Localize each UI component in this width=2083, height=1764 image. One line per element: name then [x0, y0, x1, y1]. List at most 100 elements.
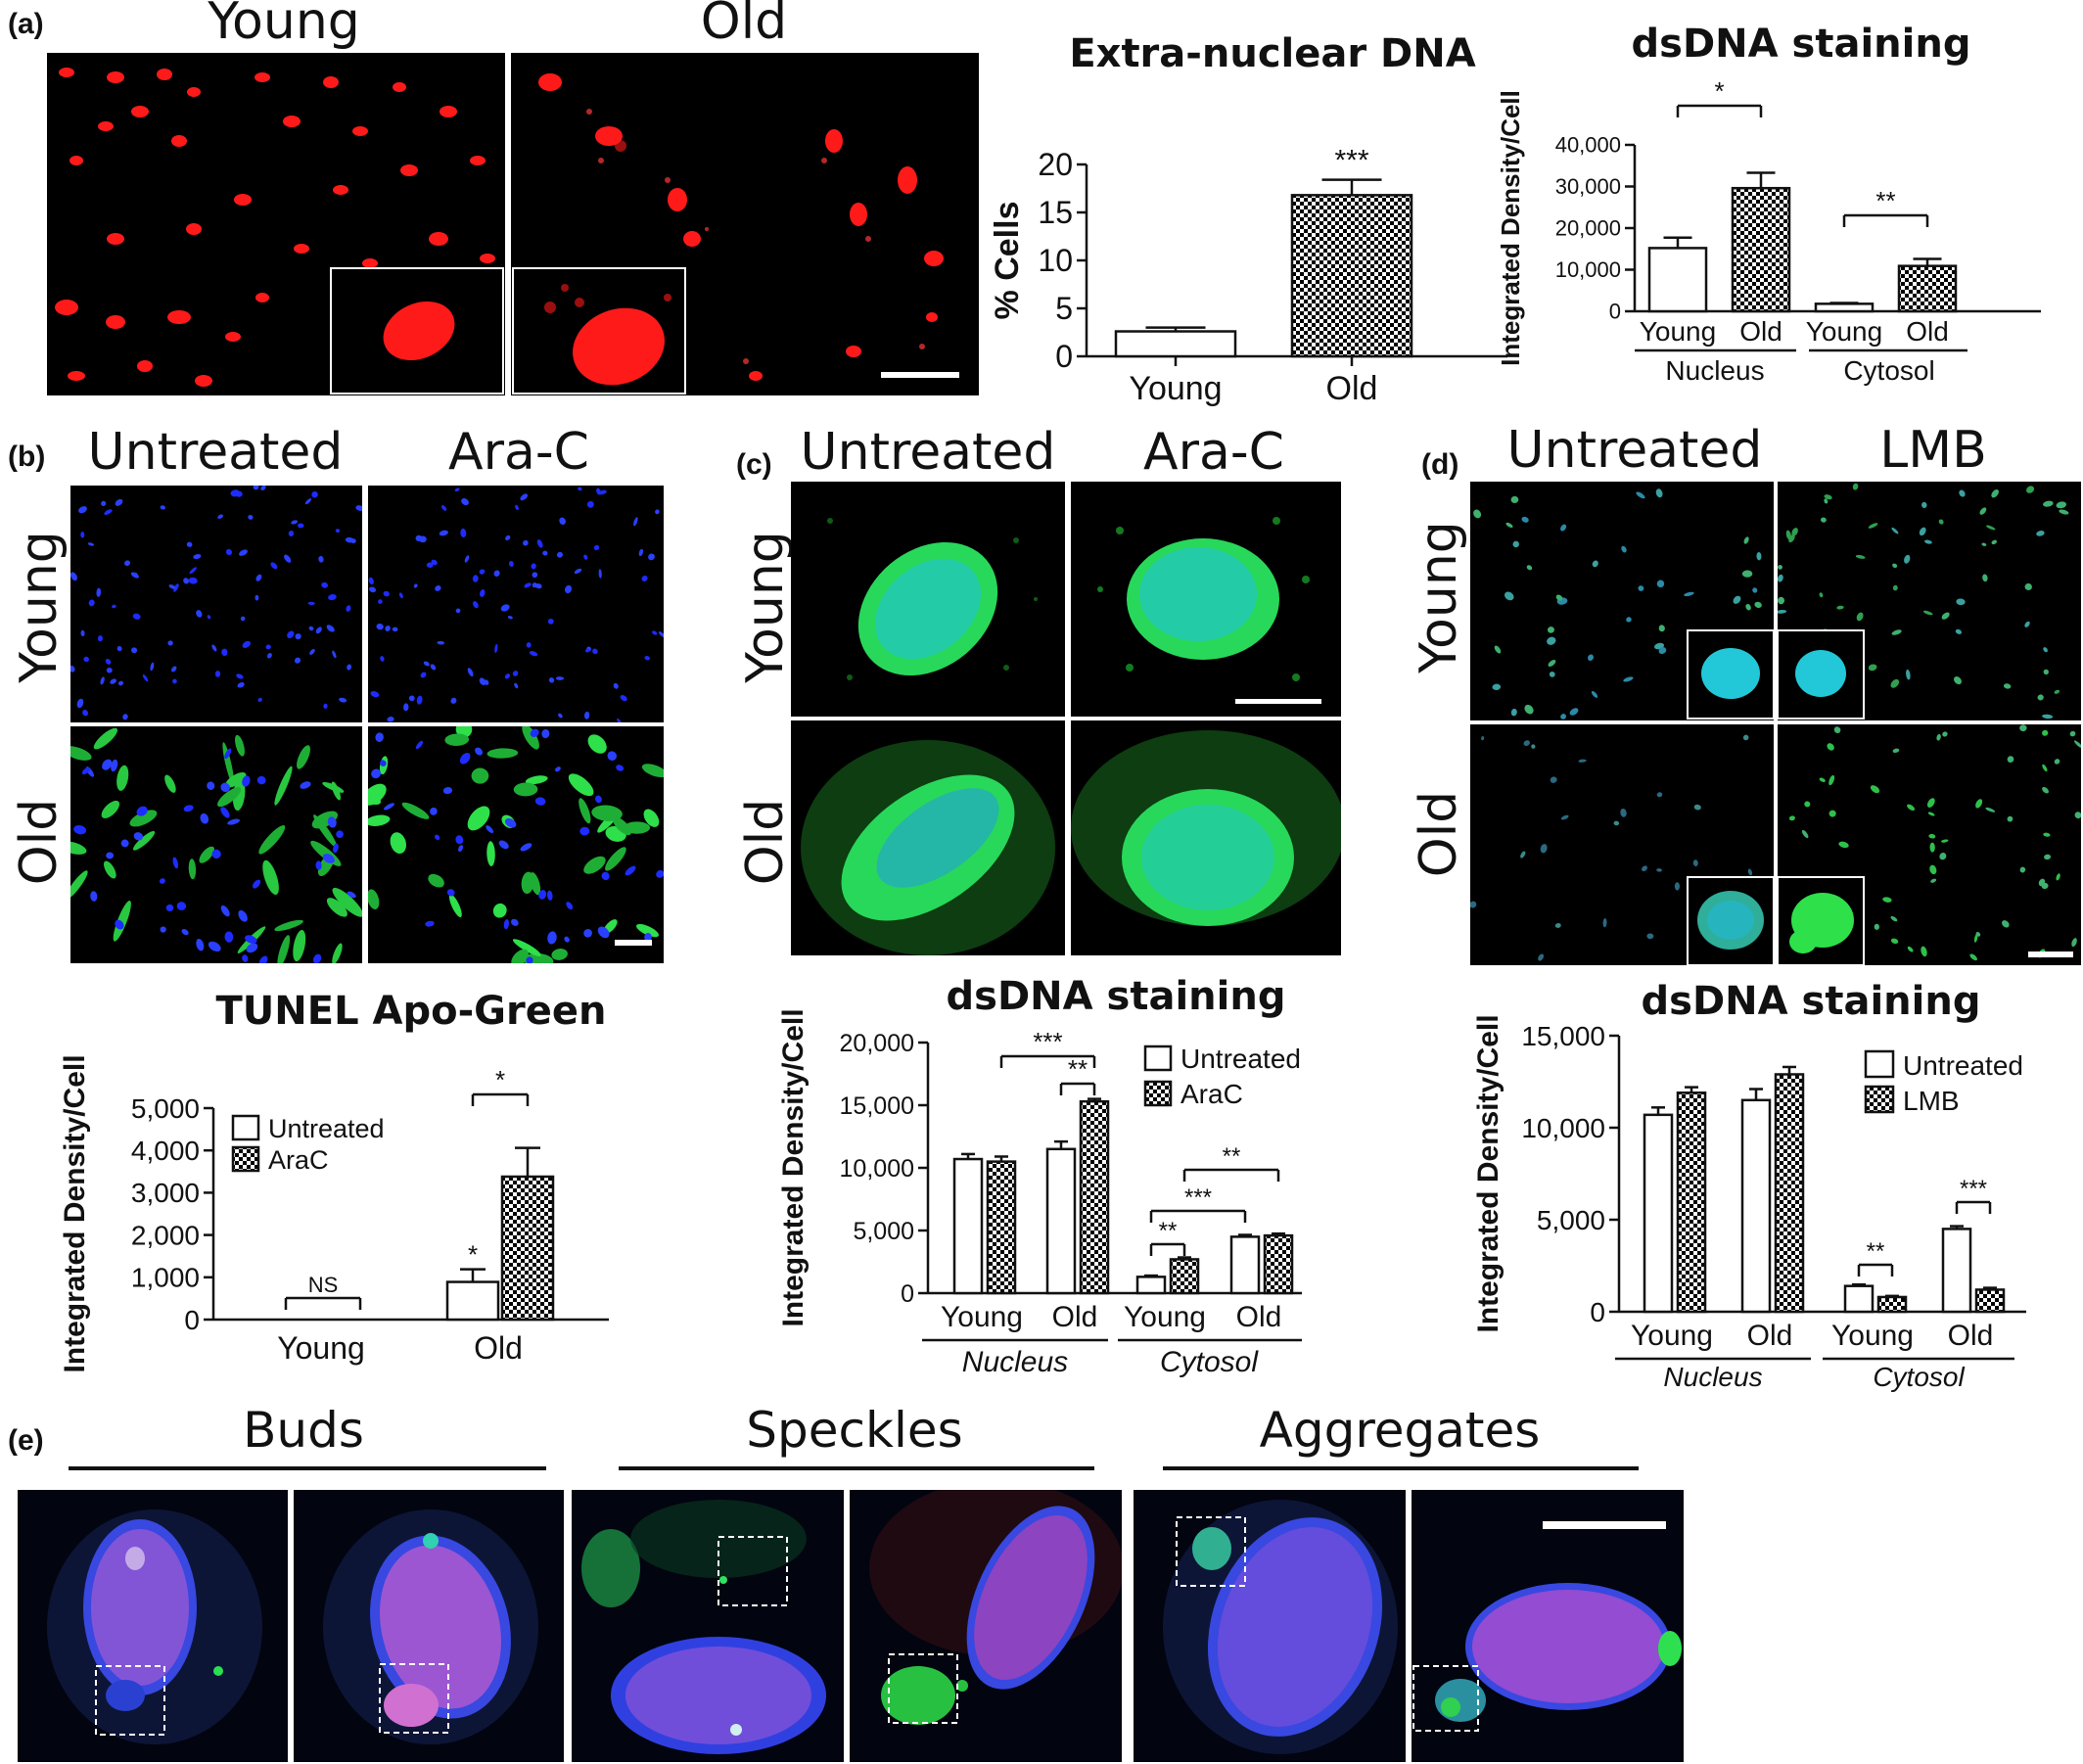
cell-nucleus: [237, 681, 245, 688]
cell-nucleus: [1623, 676, 1634, 682]
cell-nucleus: [1890, 915, 1898, 922]
cell-nucleus: [1547, 636, 1556, 645]
cell-nucleus: [375, 732, 384, 742]
cell-nucleus: [294, 657, 301, 664]
cell-nucleus: [380, 760, 387, 766]
cell-nucleus: [1924, 539, 1932, 544]
cell-nucleus: [530, 728, 539, 738]
y-axis-label: Integrated Density/Cell: [1472, 1014, 1504, 1332]
cell-nucleus: [1870, 785, 1880, 794]
cell-nucleus: [2069, 730, 2076, 737]
cell-nucleus: [1754, 601, 1762, 608]
bar-0: [1647, 247, 1708, 313]
cell-nucleus: [371, 768, 382, 779]
legend-swatch-untreated: [231, 1114, 260, 1141]
cell-nucleus: [1693, 804, 1701, 811]
cell-nucleus: [479, 569, 486, 575]
cell-nucleus: [1838, 841, 1849, 849]
cell-nucleus: [655, 509, 660, 515]
cell-nucleus: [525, 775, 548, 785]
cell-nucleus: [1505, 522, 1513, 528]
cell-nucleus: [142, 673, 149, 682]
cell-nucleus: [225, 771, 247, 788]
cell-nucleus: [1521, 516, 1529, 523]
cell-nucleus: [455, 608, 461, 614]
cell-nucleus: [131, 572, 138, 577]
cell-nucleus: [1470, 901, 1477, 908]
cell-nucleus: [181, 928, 189, 936]
x-tick-label: Old: [1747, 1320, 1793, 1352]
cell-nucleus: [318, 555, 324, 563]
cell-nucleus: [1560, 814, 1569, 820]
cell-nucleus: [1819, 777, 1826, 782]
cell-nucleus: [242, 640, 251, 649]
cell-nucleus: [260, 486, 266, 490]
cell-nucleus: [1548, 660, 1556, 667]
cell-nucleus: [188, 577, 198, 584]
panel-label-c: (c): [736, 448, 772, 481]
cell-nucleus: [1904, 554, 1911, 564]
cell-nucleus: [322, 781, 345, 793]
bar-1-untreated: [1045, 1147, 1077, 1295]
cell-nucleus: [504, 817, 517, 828]
section-title-speckles: Speckles: [746, 1402, 963, 1459]
cell-nucleus: [196, 938, 205, 952]
cell-nucleus: [83, 656, 89, 663]
x-tick-label: Young: [1124, 1301, 1206, 1333]
cell-nucleus: [505, 534, 511, 541]
cell-nucleus: [335, 529, 341, 534]
chart-dsdna-c: 0 5,000 10,000 15,000 20,000 Integrated Densi…: [777, 1008, 1302, 1378]
cell-nucleus: [387, 717, 394, 722]
y-tick-label: 20,000: [1555, 216, 1621, 241]
cell-nucleus: [644, 932, 652, 942]
cell-nucleus: [87, 542, 95, 546]
cell-nucleus: [1942, 731, 1948, 737]
cell-nucleus: [1890, 938, 1899, 945]
cell-nucleus: [304, 498, 312, 505]
cell-nucleus: [1481, 736, 1485, 741]
chart-dsdna-d-title: dsDNA staining: [1641, 979, 1981, 1024]
y-tick-label: 20,000: [840, 1030, 914, 1057]
cell-nucleus: [368, 783, 387, 806]
cell-nucleus: [583, 711, 590, 720]
cell-nucleus: [548, 677, 555, 683]
sig-marker: **: [1223, 1143, 1241, 1170]
panel-a-title-old: Old: [700, 0, 788, 51]
cell-nucleus: [2044, 854, 2052, 860]
x-tick-label: Young: [941, 1301, 1023, 1333]
cell-nucleus: [1955, 628, 1963, 634]
cell-nucleus: [524, 582, 532, 588]
bar-3-untreated: [1229, 1235, 1261, 1295]
sig-marker: **: [1159, 1218, 1178, 1244]
cell-nucleus: [287, 630, 295, 639]
cell-nucleus: [200, 812, 209, 824]
cell-nucleus: [534, 797, 546, 806]
chart-tunel: 0 1,000 2,000 3,000 4,000 5,000 Integrated Den…: [59, 1054, 609, 1373]
cell-nucleus: [565, 584, 573, 594]
cell-nucleus: [253, 486, 259, 490]
cell-nucleus: [242, 954, 249, 962]
cell-nucleus: [298, 523, 304, 529]
bar-old-untreated: [445, 1280, 500, 1322]
cell-nucleus: [380, 656, 385, 662]
cell-nucleus: [1473, 509, 1482, 519]
cell-nucleus: [167, 640, 173, 646]
cell-nucleus: [168, 584, 176, 589]
legend-label-lmb: LMB: [1903, 1086, 1960, 1116]
cell-nucleus: [1892, 563, 1898, 569]
cell-nucleus: [321, 581, 328, 588]
cell-nucleus: [222, 742, 234, 785]
cell-nucleus: [2054, 689, 2060, 694]
panel-c-row-young: Young: [736, 531, 795, 683]
cell-nucleus: [1891, 629, 1902, 635]
cell-nucleus: [1892, 748, 1900, 753]
cell-nucleus: [413, 583, 418, 588]
cell-nucleus: [266, 652, 272, 659]
cell-nucleus: [136, 806, 148, 816]
bar-0-arac: [986, 1160, 1017, 1295]
cell-nucleus: [315, 860, 322, 870]
bar-1: [1731, 186, 1791, 313]
panel-label-b: (b): [8, 441, 46, 473]
cell-nucleus: [274, 766, 293, 806]
cell-nucleus: [587, 734, 607, 754]
